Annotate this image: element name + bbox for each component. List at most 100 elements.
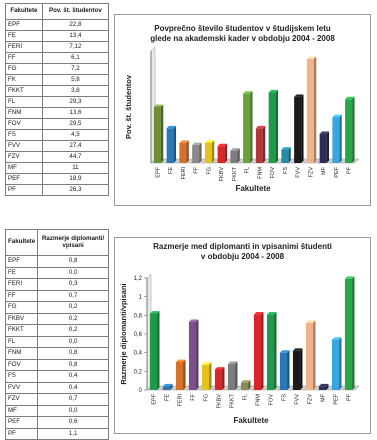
- faculty-cell: FS: [5, 129, 43, 141]
- value-cell: 0,4: [37, 381, 109, 394]
- column-header-faculty: Fakultete: [4, 229, 39, 256]
- table-row: FE 0,0: [4, 266, 109, 279]
- faculty-cell: FKBV: [4, 312, 39, 325]
- bar-top: [175, 359, 186, 362]
- x-tick-label: FNM: [257, 167, 263, 179]
- value-cell: 44,7: [41, 151, 110, 163]
- faculty-cell: PF: [5, 184, 43, 196]
- bar-side: [250, 91, 253, 163]
- table-row: FNM 0,8: [4, 347, 109, 360]
- bar-side: [288, 147, 291, 163]
- faculty-cell: FKKT: [5, 85, 43, 97]
- table-row: PEF 18,9: [5, 173, 110, 185]
- bar-fzv: [306, 56, 317, 164]
- bar-top: [294, 94, 304, 97]
- x-tick-label: FZV: [308, 394, 314, 405]
- students-per-faculty-table: Fakultete Pov. št. študentov EPF 22,8 FE 13,…: [5, 3, 110, 196]
- bar-front: [331, 339, 340, 390]
- bar-side: [170, 383, 173, 390]
- table-row: FERI 0,3: [4, 278, 109, 291]
- x-tick-label: FG: [206, 167, 212, 175]
- bar-side: [199, 142, 202, 163]
- value-cell: 1,1: [37, 427, 109, 440]
- bar-top: [179, 140, 189, 143]
- bar-side: [352, 276, 355, 390]
- x-tick-label: EPF: [155, 166, 161, 177]
- table-row: FF 6,1: [5, 52, 110, 64]
- table-row: FL 0,0: [4, 335, 109, 348]
- table-row: PEF 0,6: [4, 416, 109, 429]
- bar-side: [300, 348, 303, 390]
- bar-front: [345, 99, 353, 163]
- value-cell: 0,3: [37, 278, 109, 291]
- faculty-cell: FZV: [4, 393, 39, 406]
- faculty-cell: FERI: [5, 41, 43, 53]
- bar-fg: [204, 140, 215, 163]
- bar-fkbv: [217, 143, 228, 163]
- value-cell: 0,2: [37, 312, 109, 325]
- bar-front: [227, 363, 236, 390]
- value-cell: 18,9: [41, 173, 110, 185]
- x-tick-label: FKBV: [217, 394, 223, 409]
- bar-top: [305, 320, 316, 323]
- bar-side: [235, 361, 238, 390]
- faculty-cell: FOV: [4, 358, 39, 371]
- faculty-cell: FNM: [4, 347, 39, 360]
- bar-front: [217, 146, 225, 163]
- column-header-value: Pov. št. študentov: [41, 3, 110, 20]
- value-cell: 0,0: [37, 335, 109, 348]
- table-row: PF 26,3: [5, 184, 110, 196]
- table-row: FKBV 0,2: [4, 312, 109, 325]
- bar-side: [301, 94, 304, 163]
- bar-side: [275, 90, 279, 163]
- bar-side: [157, 311, 160, 390]
- y-tick-label: 0,8: [134, 313, 143, 319]
- table-row: FL 29,3: [5, 96, 110, 108]
- table-row: FE 13,4: [5, 30, 110, 42]
- bar-top: [319, 131, 330, 134]
- value-cell: 0,7: [37, 289, 109, 302]
- faculty-cell: FVV: [5, 140, 43, 152]
- y-tick-label: 0,6: [134, 332, 143, 338]
- bar-top: [214, 367, 225, 370]
- faculty-cell: FKKT: [4, 324, 39, 337]
- y-axis-label: Razmerje diplomanti/vpisani: [119, 283, 128, 384]
- faculty-cell: FF: [4, 289, 39, 302]
- value-cell: 13,6: [41, 107, 110, 119]
- bar-front: [294, 96, 302, 163]
- bar-top: [344, 276, 355, 279]
- bar-side: [326, 131, 330, 163]
- faculty-cell: FZV: [5, 151, 43, 163]
- y-tick-label: 1: [139, 295, 143, 301]
- bar-fkkt: [227, 361, 238, 390]
- bar-front: [179, 142, 187, 163]
- bar-side: [196, 319, 199, 390]
- bar-top: [188, 319, 199, 322]
- bar-fzv: [305, 320, 316, 390]
- bar-front: [306, 58, 314, 164]
- bar-side: [211, 140, 215, 163]
- bar-front: [305, 322, 314, 390]
- bar-side: [237, 148, 240, 163]
- bar-front: [332, 117, 340, 163]
- x-tick-label: FS: [283, 167, 289, 174]
- bar-top: [306, 56, 317, 59]
- bar-side: [326, 383, 329, 390]
- bar-front: [153, 107, 161, 163]
- table-row: EPF 0,8: [4, 255, 109, 268]
- bar-top: [153, 104, 164, 107]
- bar-fg: [201, 362, 212, 390]
- value-cell: 6,1: [41, 52, 110, 64]
- table-row: PF 1,1: [4, 427, 109, 440]
- bar-front: [166, 128, 174, 163]
- faculty-cell: FE: [5, 30, 43, 42]
- table-row: MF 11: [5, 162, 110, 174]
- bar-front: [318, 386, 327, 390]
- value-cell: 0,8: [37, 358, 109, 371]
- x-tick-label: FE: [168, 167, 174, 174]
- x-tick-label: FL: [243, 394, 249, 400]
- bar-front: [243, 93, 251, 163]
- x-tick-label: FNM: [256, 394, 262, 406]
- bar-top: [266, 312, 277, 315]
- y-tick-label: 1,2: [134, 276, 143, 282]
